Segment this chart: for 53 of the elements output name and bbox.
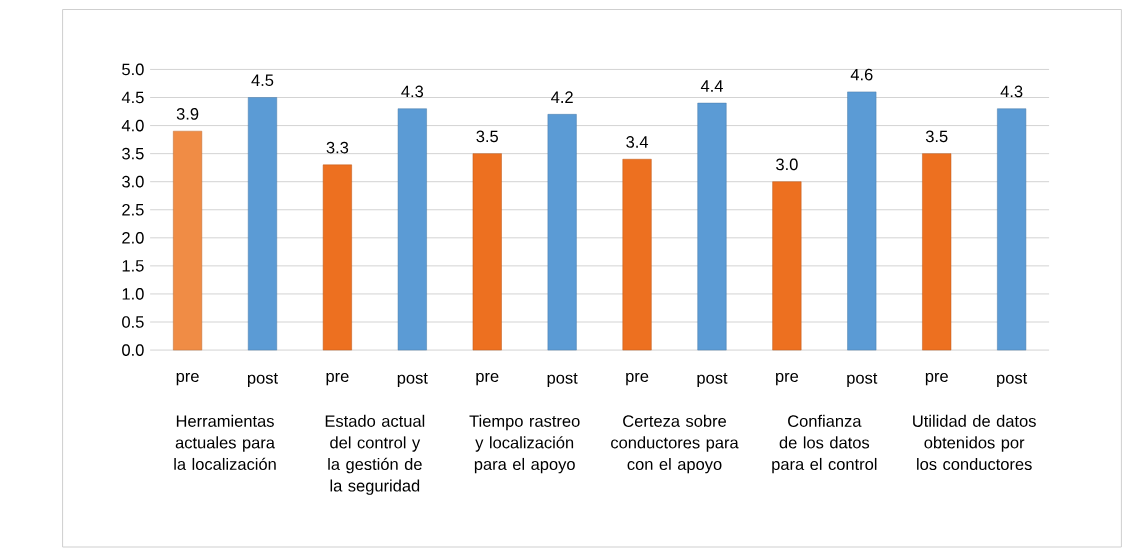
bar bbox=[697, 102, 727, 351]
bar bbox=[397, 108, 427, 351]
y-tick-label: 3.0 bbox=[122, 175, 144, 188]
bar bbox=[547, 114, 577, 351]
x-tick-label: post bbox=[997, 372, 1028, 388]
data-label: 4.5 bbox=[251, 74, 274, 87]
text: Tiempo rastreo y localización para el apoyo bbox=[469, 414, 580, 474]
x-tick-label: post bbox=[397, 372, 428, 388]
text: Confianza de los datos para el control bbox=[772, 414, 877, 474]
x-tick-label: pre bbox=[776, 372, 799, 386]
data-label: 4.6 bbox=[850, 68, 873, 81]
data-label: 3.4 bbox=[626, 136, 649, 148]
x-tick-label: pre bbox=[476, 372, 499, 386]
data-label: 3.9 bbox=[176, 108, 199, 120]
y-tick-label: 2.0 bbox=[122, 232, 144, 244]
x-tick-label: post bbox=[697, 372, 728, 388]
x-tick-label: post bbox=[247, 372, 278, 388]
text: Estado actual del control y la gestión de la seguridad bbox=[325, 414, 425, 495]
data-label: 3.3 bbox=[326, 141, 349, 154]
x-tick-label: pre bbox=[176, 372, 199, 386]
text: Certeza sobre conductores para con el apoyo bbox=[611, 414, 739, 474]
text: Herramientas actuales para la localización bbox=[174, 414, 276, 471]
y-tick-label: 4.5 bbox=[121, 91, 144, 104]
y-tick-label: 1.5 bbox=[122, 260, 144, 272]
bar bbox=[472, 153, 502, 351]
data-label: 4.2 bbox=[551, 91, 573, 103]
bar bbox=[772, 181, 802, 351]
x-tick-label: post bbox=[847, 372, 878, 388]
x-tick-label: pre bbox=[626, 372, 649, 386]
bar bbox=[622, 159, 652, 351]
data-label: 3.0 bbox=[776, 158, 798, 171]
bar bbox=[247, 97, 278, 351]
y-tick-label: 0.5 bbox=[122, 316, 144, 328]
bar bbox=[847, 91, 877, 351]
y-tick-label: 0.0 bbox=[122, 344, 144, 356]
data-label: 4.4 bbox=[700, 80, 723, 92]
y-tick-label: 2.5 bbox=[122, 203, 144, 216]
data-label: 3.5 bbox=[476, 130, 498, 143]
x-tick-label: post bbox=[547, 372, 578, 388]
y-tick-label: 3.5 bbox=[122, 147, 144, 160]
x-tick-label: pre bbox=[326, 372, 349, 386]
data-label: 4.3 bbox=[401, 85, 424, 98]
bar bbox=[997, 108, 1027, 351]
data-label: 4.3 bbox=[1000, 85, 1023, 98]
x-tick-label: pre bbox=[925, 372, 948, 386]
y-tick-label: 1.0 bbox=[122, 288, 144, 300]
bar bbox=[173, 130, 203, 351]
y-tick-label: 4.0 bbox=[121, 119, 144, 132]
bar bbox=[322, 164, 352, 351]
y-tick-label: 5.0 bbox=[122, 63, 144, 76]
data-label: 3.5 bbox=[925, 130, 948, 143]
bar bbox=[922, 153, 952, 351]
text: Utilidad de datos obtenidos por los conductores bbox=[913, 414, 1036, 471]
